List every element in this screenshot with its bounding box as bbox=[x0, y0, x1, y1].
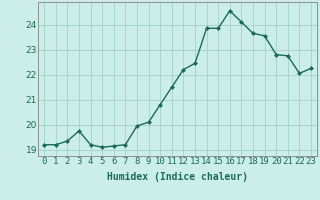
X-axis label: Humidex (Indice chaleur): Humidex (Indice chaleur) bbox=[107, 172, 248, 182]
